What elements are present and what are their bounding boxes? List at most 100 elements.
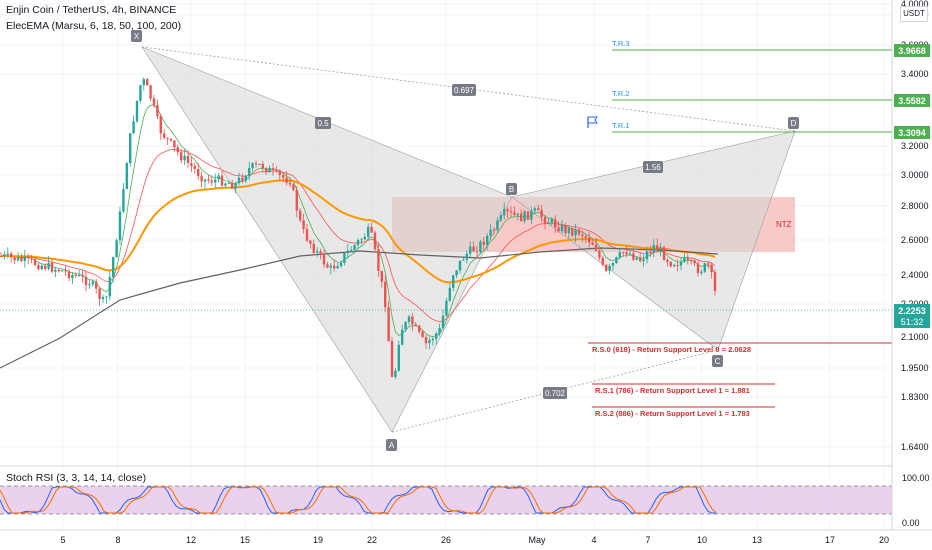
- candle-body: [40, 265, 43, 270]
- flag-icon[interactable]: [587, 116, 598, 128]
- candle-body: [581, 234, 584, 237]
- candle-body: [142, 79, 145, 86]
- candle-body: [516, 213, 519, 216]
- candle-body: [193, 165, 196, 169]
- candle-body: [394, 370, 397, 377]
- candle-body: [367, 226, 370, 237]
- candle-body: [700, 271, 703, 273]
- candle-body: [248, 168, 251, 177]
- candle-body: [129, 133, 132, 164]
- candle-body: [23, 256, 26, 261]
- candle-body: [163, 133, 166, 138]
- candles[interactable]: [0, 77, 717, 379]
- candle-body: [173, 140, 176, 148]
- candle-body: [615, 257, 618, 263]
- candle-body: [404, 321, 407, 330]
- candle-body: [482, 241, 485, 245]
- candle-body: [441, 315, 445, 328]
- candle-body: [387, 307, 390, 342]
- ratio-pill-xb: 0.5: [315, 117, 331, 129]
- candle-body: [465, 253, 468, 260]
- symbol-title[interactable]: Enjin Coin / TetherUS, 4h, BINANCE: [6, 4, 177, 16]
- candle-body: [611, 262, 615, 266]
- candle-body: [57, 269, 60, 272]
- candle-body: [669, 261, 672, 267]
- candle-body: [118, 211, 122, 241]
- candle-body: [156, 105, 159, 116]
- candle-body: [373, 232, 377, 250]
- time-tick-label: 13: [752, 535, 762, 545]
- candle-body: [703, 263, 706, 272]
- candle-body: [591, 242, 594, 245]
- candle-body: [360, 239, 363, 241]
- candle-body: [713, 272, 717, 292]
- candle-body: [200, 176, 203, 182]
- candle-body: [530, 210, 533, 220]
- candle-body: [625, 252, 628, 255]
- ratio-pill-bd: 1.56: [643, 161, 663, 173]
- rsi-axis-100: 100.00: [902, 473, 930, 483]
- candle-body: [261, 163, 264, 169]
- candle-body: [244, 176, 247, 181]
- candle-body: [656, 245, 659, 250]
- candle-body: [628, 253, 632, 255]
- candle-body: [635, 257, 638, 260]
- time-tick-label: 17: [825, 535, 835, 545]
- candle-body: [295, 190, 298, 211]
- candle-body: [326, 264, 329, 268]
- candle-body: [98, 288, 101, 300]
- candle-body: [10, 253, 13, 258]
- candle-body: [13, 257, 16, 261]
- candle-body: [203, 179, 207, 182]
- stoch-rsi-title[interactable]: Stoch RSI (3, 3, 14, 14, close): [6, 472, 147, 484]
- candle-body: [251, 163, 254, 169]
- candle-body: [397, 344, 400, 371]
- price-axis[interactable]: [892, 0, 932, 530]
- candle-body: [122, 188, 125, 212]
- candle-body: [462, 259, 465, 261]
- candle-body: [710, 264, 713, 273]
- candle-body: [316, 251, 319, 253]
- candle-body: [217, 175, 220, 180]
- time-axis[interactable]: 5 8 12 15 19 22 26 May 4 7 10 13 17 20: [60, 535, 889, 545]
- candle-body: [676, 264, 679, 266]
- candle-body: [645, 251, 649, 260]
- candle-body: [363, 236, 366, 240]
- candle-body: [407, 316, 411, 322]
- candle-body: [125, 163, 128, 189]
- candle-body: [673, 264, 676, 267]
- candle-body: [550, 219, 553, 223]
- candle-body: [186, 155, 190, 163]
- candle-body: [377, 249, 380, 271]
- candle-body: [95, 281, 98, 289]
- svg-text:X: X: [134, 32, 140, 41]
- svg-text:B: B: [509, 185, 514, 194]
- candle-body: [278, 170, 281, 176]
- candle-body: [513, 212, 516, 216]
- candle-body: [411, 316, 414, 325]
- candle-body: [622, 252, 625, 254]
- candle-body: [421, 331, 424, 338]
- candle-body: [594, 244, 598, 251]
- point-b-label: B: [506, 183, 517, 195]
- rs2-label: R.S.2 (886) - Return Support Level 1 = 1…: [595, 409, 750, 418]
- candle-body: [707, 263, 710, 265]
- candle-body: [452, 275, 455, 288]
- indicator-title[interactable]: ElecEMA (Marsu, 6, 18, 50, 100, 200): [6, 20, 182, 32]
- candle-body: [115, 240, 118, 258]
- candle-body: [686, 257, 689, 260]
- currency-button[interactable]: USDT: [900, 6, 928, 22]
- candle-body: [159, 115, 162, 134]
- candle-body: [333, 265, 336, 269]
- candle-body: [554, 219, 557, 228]
- candle-body: [618, 252, 621, 258]
- time-tick-label: 8: [115, 535, 120, 545]
- ntz-label: NTZ: [776, 220, 792, 229]
- candle-body: [146, 79, 149, 86]
- tr1-label: T.R.1: [612, 121, 630, 130]
- stoch-d-line: [0, 486, 717, 514]
- candle-body: [448, 287, 451, 301]
- candle-body: [489, 229, 492, 236]
- tr3-label: T.R.3: [612, 39, 630, 48]
